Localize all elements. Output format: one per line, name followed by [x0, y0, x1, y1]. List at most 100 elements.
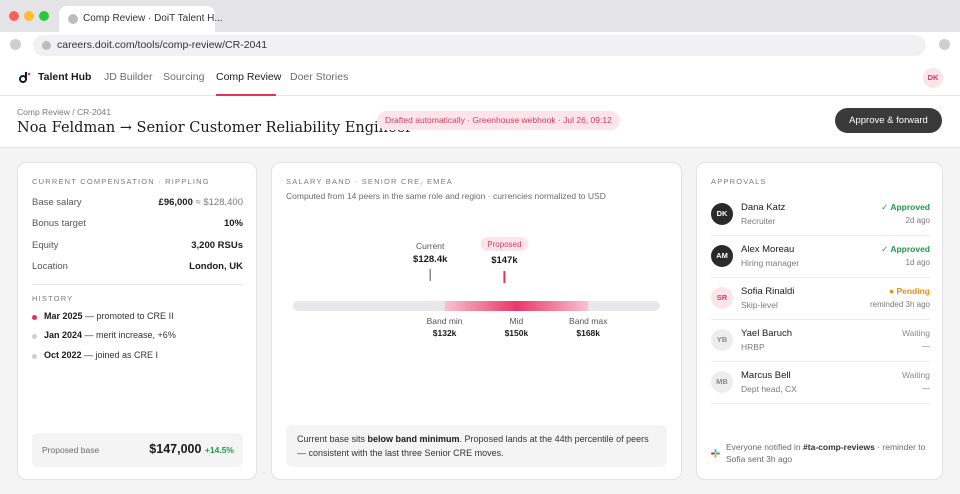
approver-name: Yael Baruch: [741, 328, 793, 339]
approval-status: ✓ Approved: [881, 244, 930, 254]
active-nav-indicator: [216, 94, 276, 96]
avatar: DK: [711, 203, 733, 225]
card-heading: SALARY BAND · SENIOR CRE, EMEA: [286, 177, 454, 186]
nav-link-comp-review[interactable]: Comp Review: [216, 71, 282, 83]
app-nav: Talent Hub JD Builder Sourcing Comp Revi…: [0, 58, 960, 96]
approver-role: Hiring manager: [741, 258, 800, 268]
card-heading: CURRENT COMPENSATION · RIPPLING: [32, 177, 210, 186]
proposed-pill: [480, 237, 529, 251]
proposed-base-value: $147,000 +14.5%: [149, 442, 234, 456]
base-salary-label: Base salary: [32, 197, 82, 208]
timeline-dot-icon: [32, 315, 37, 320]
approval-status: Waiting: [901, 328, 930, 338]
favicon-icon: [68, 14, 78, 24]
history-date: Jan 2024: [44, 330, 83, 340]
user-avatar[interactable]: DK: [923, 68, 943, 88]
back-button[interactable]: [10, 39, 21, 50]
proposed-base-label: Proposed base: [42, 445, 100, 455]
approver-row[interactable]: DK Dana Katz Recruiter ✓ Approved 2d ago: [711, 194, 930, 236]
breadcrumb[interactable]: Comp Review / CR-2041: [17, 107, 112, 117]
history-text: — merit increase, +6%: [82, 330, 176, 340]
extensions-button[interactable]: [939, 39, 950, 50]
band-mid-value: $150k: [505, 328, 529, 338]
app-page: Talent Hub JD Builder Sourcing Comp Revi…: [0, 58, 960, 494]
approver-row[interactable]: YB Yael Baruch HRBP Waiting —: [711, 320, 930, 362]
divider: [711, 235, 930, 236]
proposed-delta: +14.5%: [204, 445, 234, 455]
page-title: Noa Feldman → Senior Customer Reliabilit…: [17, 120, 413, 136]
talent-hub-logo-icon: [19, 72, 31, 83]
approver-name: Alex Moreau: [741, 244, 795, 255]
url-text: careers.doit.com/tools/comp-review/CR-20…: [57, 39, 268, 51]
band-max-label: Band max: [569, 316, 608, 326]
history-text: — promoted to CRE II: [82, 311, 174, 321]
base-salary-row: Base salary £96,000 ≈ $128,400: [32, 197, 243, 211]
minimize-window-button[interactable]: [24, 11, 34, 21]
draft-source-badge: Drafted automatically · Greenhouse webho…: [377, 111, 620, 130]
band-min-value: $132k: [433, 328, 457, 338]
review-header: Comp Review / CR-2041 Noa Feldman → Seni…: [0, 96, 960, 148]
band-mid-label: Mid: [510, 316, 524, 326]
approver-role: Recruiter: [741, 216, 776, 226]
approver-name: Dana Katz: [741, 202, 786, 213]
approver-name: Marcus Bell: [741, 370, 791, 381]
timeline-dot-icon: [32, 354, 37, 359]
history-date: Mar 2025: [44, 311, 83, 321]
divider: [711, 277, 930, 278]
location-label: Location: [32, 261, 68, 272]
nav-link-sourcing[interactable]: Sourcing: [163, 71, 205, 83]
equity-row: Equity 3,200 RSUs: [32, 240, 243, 254]
current-marker: [429, 269, 431, 281]
history-text: — joined as CRE I: [81, 350, 159, 360]
history-heading: HISTORY: [32, 294, 74, 303]
nav-link-doer-stories[interactable]: Doer Stories: [290, 71, 349, 83]
site-info-icon[interactable]: [42, 41, 51, 50]
divider: [711, 403, 930, 404]
salary-band-subtitle: Computed from 14 peers in the same role …: [286, 191, 606, 201]
browser-tab[interactable]: Comp Review · DoiT Talent H...: [59, 6, 223, 32]
approver-role: HRBP: [741, 342, 765, 352]
location-value: London, UK: [189, 261, 243, 272]
approver-row[interactable]: AM Alex Moreau Hiring manager ✓ Approved…: [711, 236, 930, 278]
approve-forward-button[interactable]: Approve & forward: [835, 108, 942, 133]
approver-name: Sofia Rinaldi: [741, 286, 795, 297]
current-label: Current: [416, 241, 445, 251]
bonus-row: Bonus target 10%: [32, 218, 243, 232]
divider: [711, 319, 930, 320]
current-compensation-card: CURRENT COMPENSATION · RIPPLING Base sal…: [17, 162, 257, 480]
browser-tab-bar: Comp Review · DoiT Talent H...: [0, 0, 960, 32]
card-heading: APPROVALS: [711, 177, 767, 186]
divider: [711, 361, 930, 362]
avatar: SR: [711, 287, 733, 309]
history-date: Oct 2022: [44, 350, 82, 360]
band-range: [444, 301, 589, 311]
brand-name[interactable]: Talent Hub: [38, 71, 92, 83]
base-salary-value: £96,000 ≈ $128,400: [158, 197, 243, 208]
address-bar[interactable]: careers.doit.com/tools/comp-review/CR-20…: [33, 35, 926, 56]
avatar: MB: [711, 371, 733, 393]
current-value: $128.4k: [413, 254, 448, 265]
approval-time: 2d ago: [905, 216, 930, 225]
band-max-value: $168k: [576, 328, 600, 338]
location-row: Location London, UK: [32, 261, 243, 275]
maximize-window-button[interactable]: [39, 11, 49, 21]
base-salary-converted: ≈ $128,400: [195, 197, 243, 208]
approval-time: —: [922, 384, 930, 393]
equity-value: 3,200 RSUs: [191, 240, 243, 251]
approver-row[interactable]: MB Marcus Bell Dept head, CX Waiting —: [711, 362, 930, 404]
approver-row[interactable]: SR Sofia Rinaldi Skip-level ● Pending re…: [711, 278, 930, 320]
timeline-dot-icon: [32, 334, 37, 339]
insight-highlight: below band minimum: [367, 434, 460, 444]
approval-status: Waiting: [901, 370, 930, 380]
approver-role: Dept head, CX: [741, 384, 797, 394]
equity-label: Equity: [32, 240, 59, 251]
slack-channel-link[interactable]: #ta-comp-reviews: [803, 442, 875, 452]
proposed-base-box: Proposed base $147,000 +14.5%: [32, 433, 243, 467]
close-window-button[interactable]: [9, 11, 19, 21]
nav-link-jd-builder[interactable]: JD Builder: [104, 71, 153, 83]
avatar: AM: [711, 245, 733, 267]
approval-time: 1d ago: [905, 258, 930, 267]
divider: [32, 284, 243, 285]
approvals-card: APPROVALS DK Dana Katz Recruiter ✓ Appro…: [696, 162, 943, 480]
approval-status: ● Pending: [888, 286, 930, 296]
